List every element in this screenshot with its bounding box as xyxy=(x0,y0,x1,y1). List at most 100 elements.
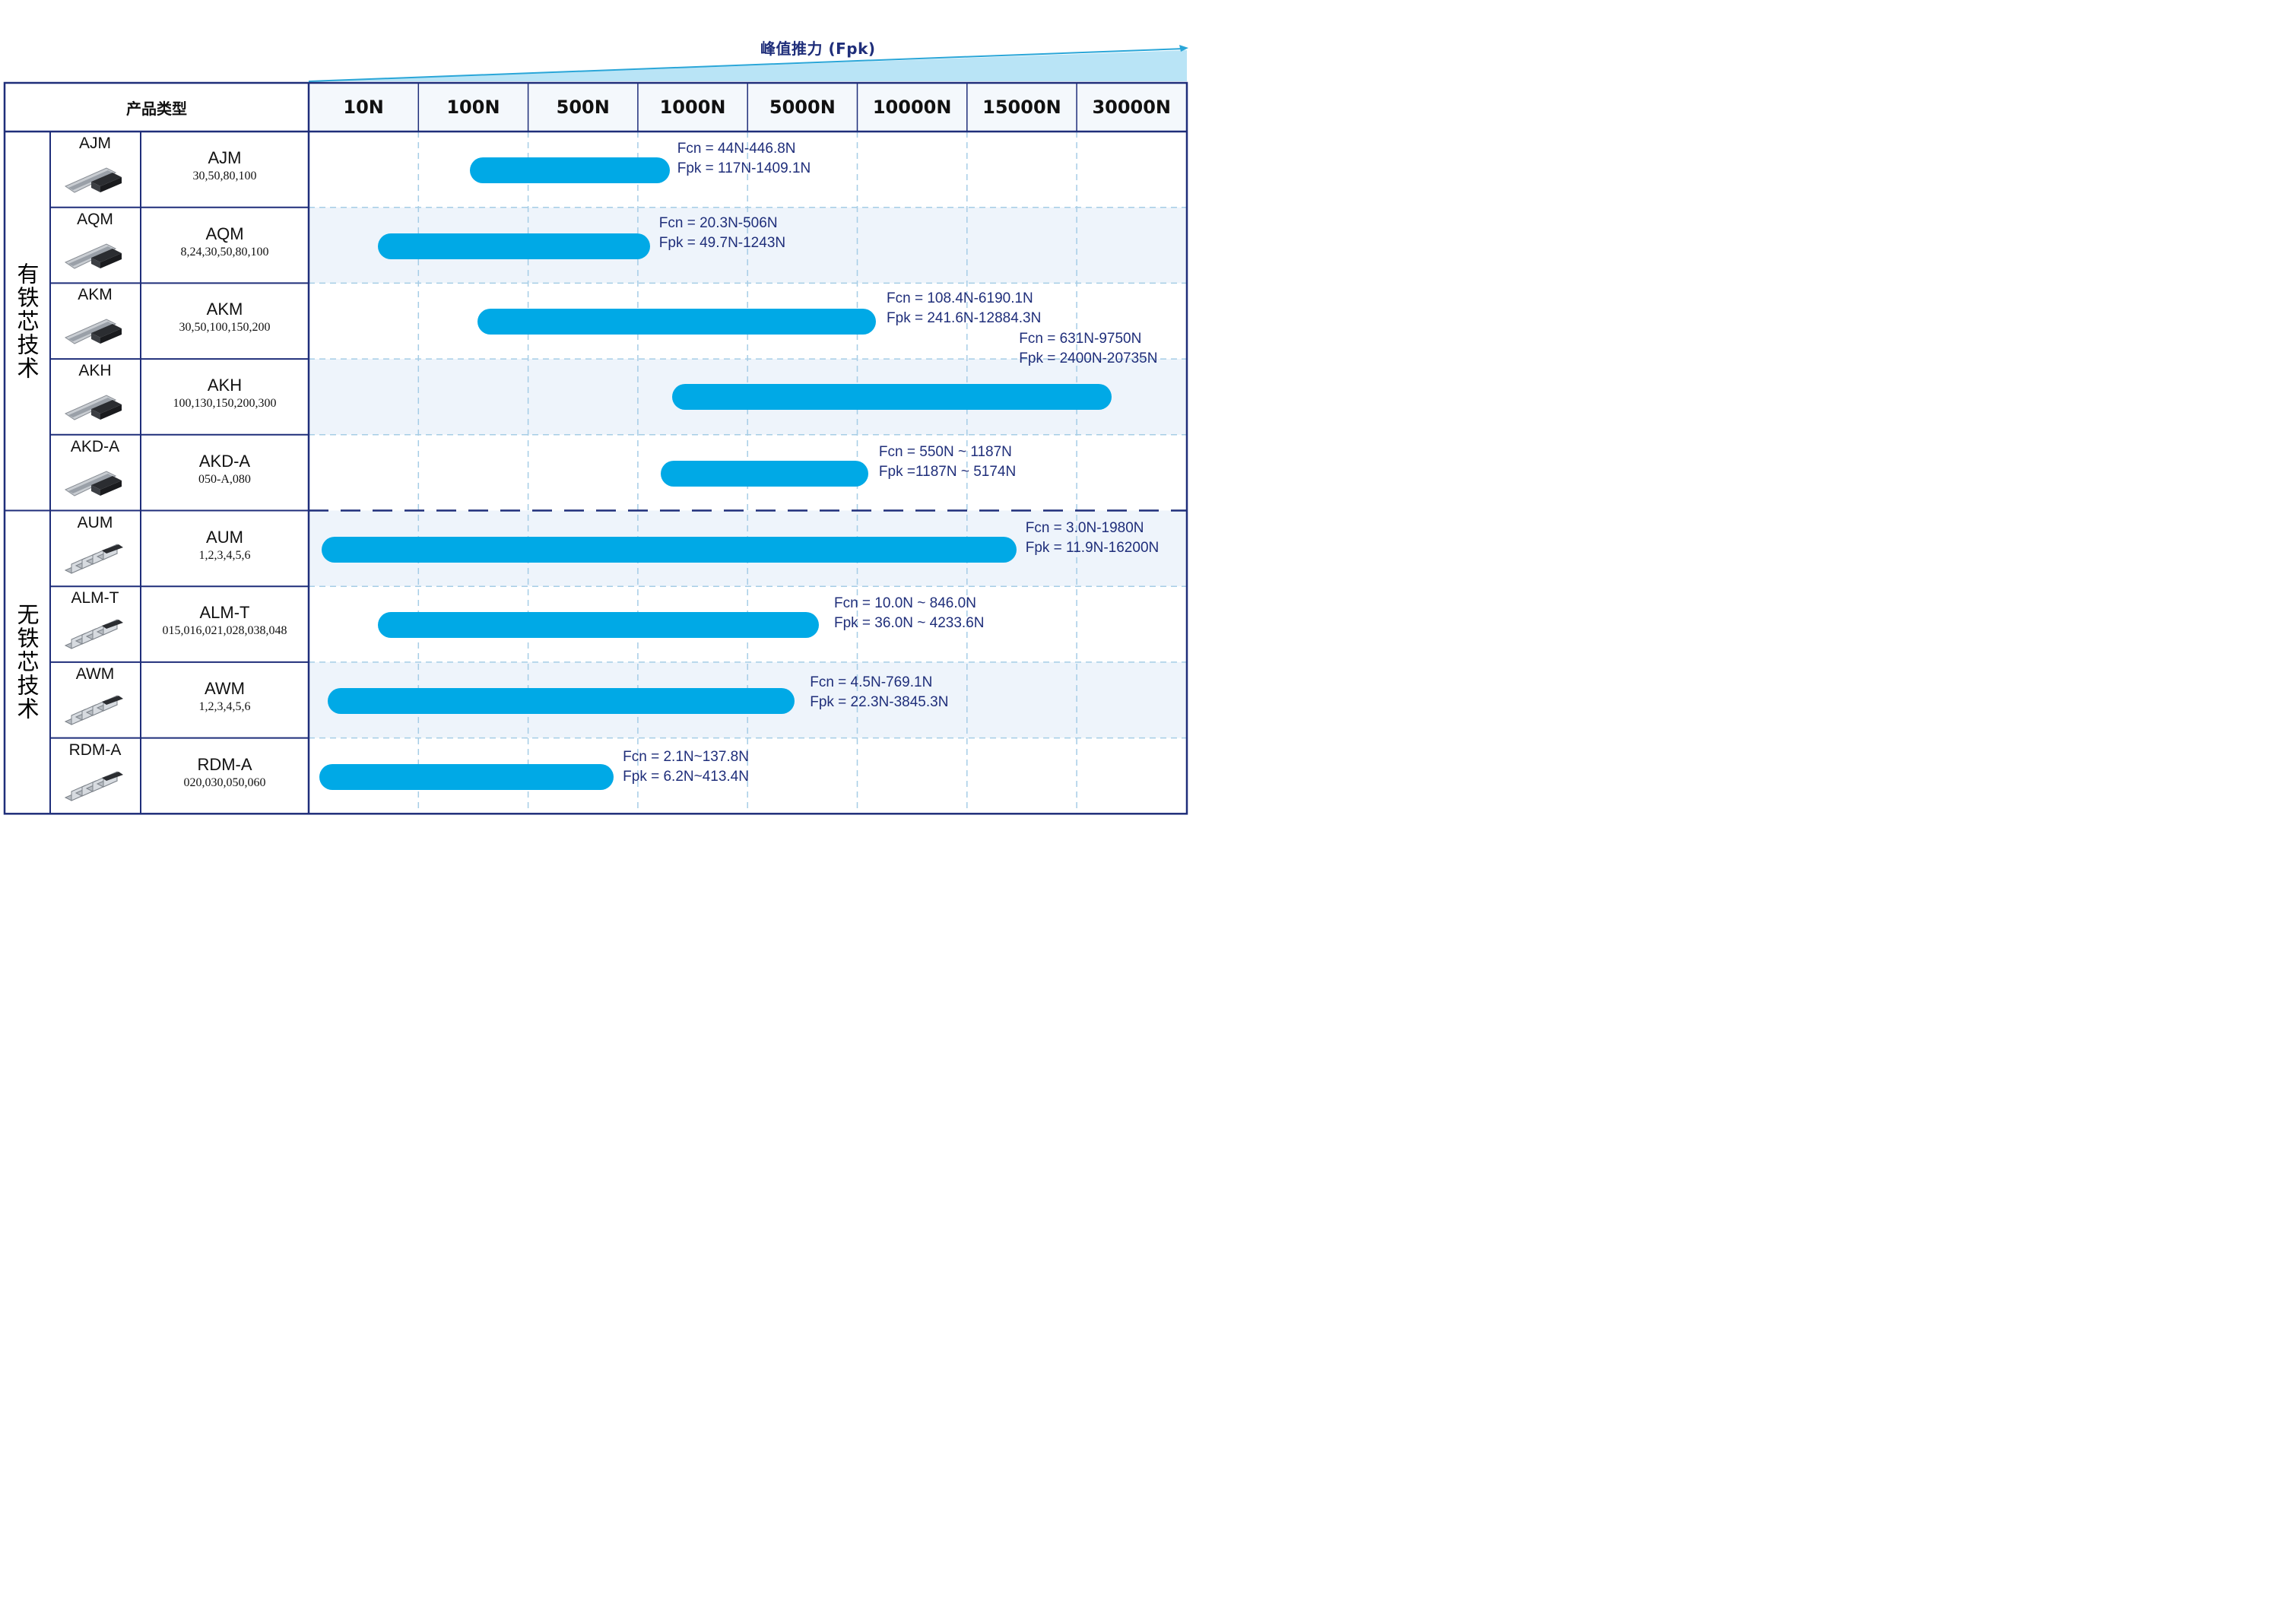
product-photo-icon xyxy=(64,543,123,574)
group-label-iron-core: 有铁芯技术 xyxy=(14,262,40,380)
model-sizes: 8,24,30,50,80,100 xyxy=(180,245,269,259)
model-name: AUM xyxy=(206,527,243,547)
continuous-force-label: Fcn = 20.3N-506N xyxy=(658,214,778,231)
force-range-annotation: Fcn = 10.0N ~ 846.0N Fpk = 36.0N ~ 4233.6… xyxy=(834,594,985,633)
thumbnail-series-label: AUM xyxy=(77,513,113,531)
force-column-header: 1000N xyxy=(659,97,726,118)
model-sizes: 30,50,80,100 xyxy=(192,170,257,182)
product-type-header: 产品类型 xyxy=(126,99,187,118)
model-sizes: 100,130,150,200,300 xyxy=(173,397,277,411)
peak-force-label: Fpk = 22.3N-3845.3N xyxy=(810,693,949,710)
model-sizes: 020,030,050,060 xyxy=(183,776,266,789)
model-cell: AKD-A 050-A,080 xyxy=(141,435,309,511)
force-range-bar xyxy=(322,536,1017,563)
force-range-bar xyxy=(377,612,819,639)
force-range-chart: 峰值推力 (Fpk) 产品类型 10N 100N 500N 1000N 5000N 100… xyxy=(0,0,1191,848)
thumbnail-series-label: AKM xyxy=(78,286,113,304)
force-range-annotation: Fcn = 550N ~ 1187N Fpk =1187N ~ 5174N xyxy=(879,442,1016,482)
peak-force-label: Fpk = 241.6N-12884.3N xyxy=(887,310,1042,327)
product-thumbnail: AQM xyxy=(50,208,140,284)
model-sizes: 1,2,3,4,5,6 xyxy=(198,699,251,713)
force-column-header: 5000N xyxy=(769,97,836,118)
product-thumbnail: RDM-A xyxy=(50,738,140,814)
continuous-force-label: Fcn = 2.1N~137.8N xyxy=(623,748,749,765)
model-cell: AWM 1,2,3,4,5,6 xyxy=(141,662,309,738)
product-thumbnail: AJM xyxy=(50,132,140,208)
model-name: AKD-A xyxy=(198,451,251,471)
model-name: AKM xyxy=(206,300,243,319)
product-photo-icon xyxy=(64,243,122,269)
force-range-bar xyxy=(377,233,650,259)
product-photo-icon xyxy=(64,167,122,193)
product-thumbnail: AKM xyxy=(50,283,140,359)
product-thumbnail: AUM xyxy=(50,511,140,587)
peak-force-label: Fpk = 36.0N ~ 4233.6N xyxy=(833,615,985,632)
force-column-header: 30000N xyxy=(1092,97,1172,118)
force-range-bar xyxy=(470,157,670,183)
force-range-annotation: Fcn = 631N-9750N Fpk = 2400N-20735N xyxy=(1019,329,1157,369)
product-photo-icon xyxy=(64,619,123,649)
product-photo-icon xyxy=(64,695,123,725)
thumbnail-series-label: RDM-A xyxy=(68,741,122,759)
peak-force-label: Fpk = 2400N-20735N xyxy=(1019,350,1158,367)
model-cell: AQM 8,24,30,50,80,100 xyxy=(141,208,309,284)
thumbnail-series-label: AKD-A xyxy=(70,437,120,455)
thumbnail-series-label: AJM xyxy=(79,135,111,152)
product-photo-icon xyxy=(64,770,123,801)
model-name: RDM-A xyxy=(197,754,252,774)
continuous-force-label: Fcn = 10.0N ~ 846.0N xyxy=(833,595,976,612)
force-range-annotation: Fcn = 4.5N-769.1N Fpk = 22.3N-3845.3N xyxy=(810,673,948,712)
continuous-force-label: Fcn = 631N-9750N xyxy=(1019,331,1142,347)
model-cell: ALM-T 015,016,021,028,038,048 xyxy=(141,586,309,662)
product-photo-icon xyxy=(64,319,122,344)
force-column-header: 10N xyxy=(343,97,384,118)
peak-force-label: Fpk = 117N-1409.1N xyxy=(677,160,811,176)
model-name: AJM xyxy=(208,148,242,167)
force-range-annotation: Fcn = 44N-446.8N Fpk = 117N-1409.1N xyxy=(677,139,811,179)
force-range-bar xyxy=(661,460,868,487)
force-range-bar xyxy=(671,384,1112,411)
continuous-force-label: Fcn = 108.4N-6190.1N xyxy=(887,290,1033,307)
model-sizes: 1,2,3,4,5,6 xyxy=(198,548,251,562)
force-column-header: 500N xyxy=(556,97,610,118)
force-range-annotation: Fcn = 20.3N-506N Fpk = 49.7N-1243N xyxy=(659,214,785,253)
axis-arrow-head xyxy=(1179,45,1188,52)
model-name: AQM xyxy=(205,224,244,243)
model-cell: AUM 1,2,3,4,5,6 xyxy=(141,511,309,587)
model-cell: AKM 30,50,100,150,200 xyxy=(141,283,309,359)
thumbnail-series-label: AKH xyxy=(78,362,112,380)
thumbnail-series-label: ALM-T xyxy=(71,589,119,607)
force-column-header: 10000N xyxy=(872,97,952,118)
model-cell: AJM 30,50,80,100 xyxy=(141,132,309,208)
continuous-force-label: Fcn = 4.5N-769.1N xyxy=(810,674,933,690)
force-range-annotation: Fcn = 2.1N~137.8N Fpk = 6.2N~413.4N xyxy=(623,747,749,787)
peak-force-label: Fpk =1187N ~ 5174N xyxy=(878,463,1017,480)
model-sizes: 015,016,021,028,038,048 xyxy=(162,624,287,638)
model-name: ALM-T xyxy=(199,603,250,623)
peak-force-label: Fpk = 11.9N-16200N xyxy=(1025,539,1160,556)
peak-force-label: Fpk = 6.2N~413.4N xyxy=(623,768,749,785)
product-photo-icon xyxy=(64,471,122,496)
product-thumbnail: ALM-T xyxy=(50,586,140,662)
continuous-force-label: Fcn = 44N-446.8N xyxy=(677,141,796,157)
product-thumbnail: AKD-A xyxy=(50,435,140,511)
product-thumbnail: AWM xyxy=(50,662,140,738)
model-name: AKH xyxy=(207,376,243,395)
axis-title: 峰值推力 (Fpk) xyxy=(760,40,876,58)
peak-force-label: Fpk = 49.7N-1243N xyxy=(658,234,786,251)
product-photo-icon xyxy=(64,395,122,420)
force-range-bar xyxy=(327,687,795,714)
force-range-bar xyxy=(319,763,614,790)
force-range-bar xyxy=(477,309,877,335)
group-label-ironless: 无铁芯技术 xyxy=(14,603,40,722)
force-column-header: 100N xyxy=(446,97,500,118)
force-column-header: 15000N xyxy=(982,97,1061,118)
model-name: AWM xyxy=(205,678,245,698)
model-sizes: 050-A,080 xyxy=(198,472,251,486)
force-range-annotation: Fcn = 108.4N-6190.1N Fpk = 241.6N-12884.3… xyxy=(887,289,1041,328)
thumbnail-series-label: AQM xyxy=(77,210,113,228)
continuous-force-label: Fcn = 3.0N-1980N xyxy=(1025,519,1144,536)
model-cell: RDM-A 020,030,050,060 xyxy=(141,738,309,814)
model-sizes: 30,50,100,150,200 xyxy=(179,321,271,335)
axis-arrow-line xyxy=(308,48,1185,82)
